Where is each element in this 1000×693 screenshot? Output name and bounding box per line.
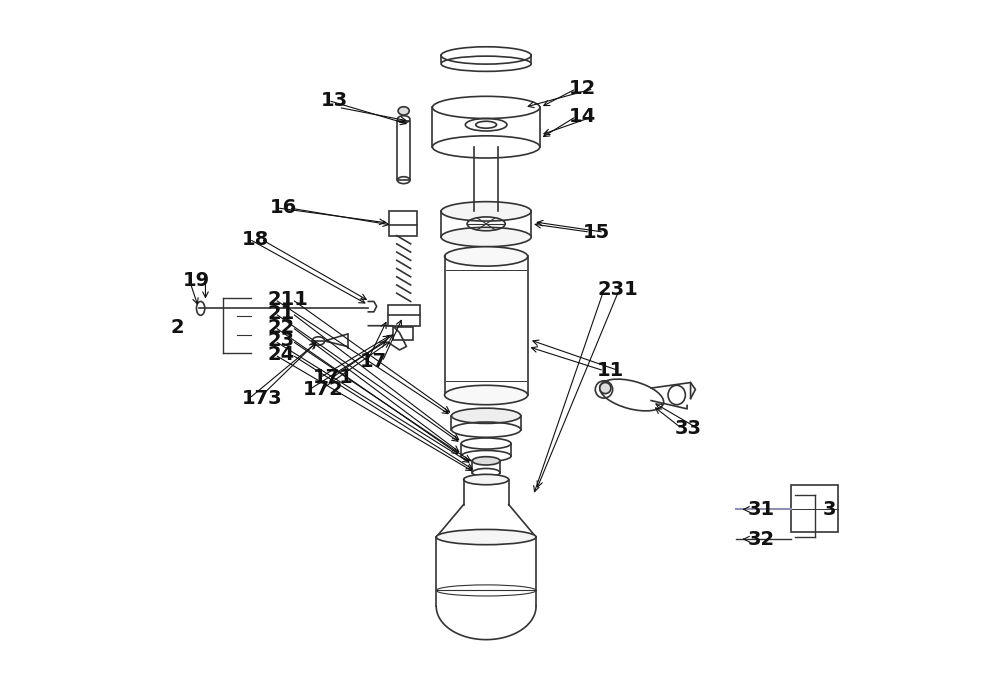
Ellipse shape [441,227,531,247]
Ellipse shape [445,247,528,266]
Text: 19: 19 [183,271,210,290]
Text: 31: 31 [748,500,775,519]
Text: 17: 17 [360,352,387,371]
Text: 173: 173 [242,389,283,408]
Ellipse shape [398,107,409,115]
Ellipse shape [441,202,531,221]
Text: 2: 2 [171,317,184,337]
Bar [397,121,410,180]
Text: 32: 32 [748,529,775,549]
Text: 15: 15 [583,222,610,242]
Ellipse shape [451,408,521,423]
Bar [388,305,420,326]
Text: 22: 22 [268,317,295,337]
Text: 3: 3 [822,500,836,519]
Bar [389,211,417,236]
Text: 21: 21 [268,304,295,323]
Text: 211: 211 [268,290,309,309]
Text: 12: 12 [569,79,597,98]
Bar [393,327,413,340]
Text: 16: 16 [270,198,297,218]
Text: 33: 33 [675,419,702,438]
Text: 14: 14 [569,107,597,126]
Ellipse shape [436,529,536,545]
Ellipse shape [464,475,509,485]
Ellipse shape [445,385,528,405]
Text: 172: 172 [302,380,343,399]
Text: 231: 231 [597,280,638,299]
Bar [791,485,838,532]
Text: 18: 18 [242,229,269,249]
Text: 171: 171 [313,368,354,387]
Text: 24: 24 [268,345,295,365]
Text: 11: 11 [597,361,624,380]
Ellipse shape [472,457,500,465]
Text: 13: 13 [321,91,348,110]
Ellipse shape [600,383,611,394]
Text: 23: 23 [268,331,295,351]
